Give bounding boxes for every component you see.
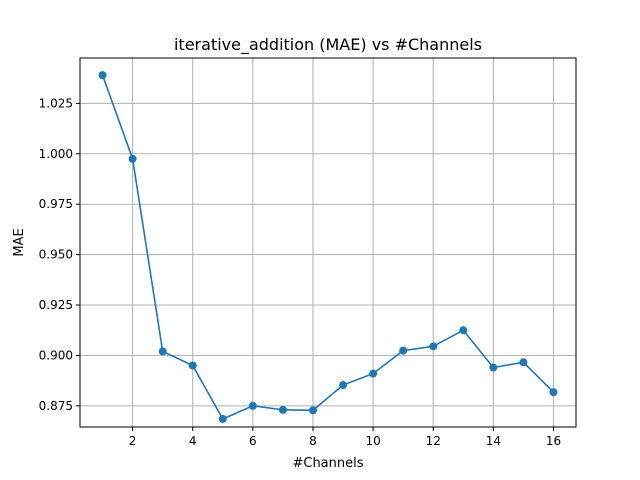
- y-tick-label: 0.950: [39, 248, 73, 262]
- x-tick-label: 16: [546, 434, 561, 448]
- x-tick-label: 4: [189, 434, 197, 448]
- data-point: [549, 388, 558, 397]
- x-tick-label: 6: [249, 434, 257, 448]
- x-tick-label: 12: [426, 434, 441, 448]
- data-point: [188, 361, 197, 370]
- y-tick-label: 1.000: [39, 147, 73, 161]
- y-tick-label: 1.025: [39, 96, 73, 110]
- data-point: [399, 346, 408, 355]
- series-line: [101, 74, 555, 420]
- data-point: [429, 342, 438, 351]
- plot-frame: [79, 57, 577, 428]
- data-point: [278, 405, 287, 414]
- y-axis-label: MAE: [12, 228, 27, 256]
- data-point: [158, 347, 167, 356]
- tick-layer: 2 4 6 8 10 12 14 16 0.875 0.900 0.925 0.950 0.975 1.0…: [39, 96, 561, 448]
- y-tick-label: 0.875: [39, 399, 73, 413]
- x-tick-label: 14: [486, 434, 501, 448]
- x-tick-label: 2: [129, 434, 137, 448]
- data-point: [489, 363, 498, 372]
- x-tick-label: 10: [365, 434, 380, 448]
- grid-layer: [80, 58, 576, 427]
- data-point: [248, 401, 257, 410]
- chart-title: iterative_addition (MAE) vs #Channels: [174, 35, 482, 55]
- x-axis-label: #Channels: [292, 456, 363, 471]
- data-point: [339, 381, 348, 390]
- data-point: [308, 406, 317, 415]
- data-point: [218, 414, 227, 423]
- data-point: [519, 358, 528, 367]
- y-tick-label: 0.975: [39, 197, 73, 211]
- series-layer: [98, 71, 558, 423]
- x-tick-label: 8: [309, 434, 317, 448]
- data-point: [459, 326, 468, 335]
- data-point: [369, 369, 378, 378]
- y-tick-label: 0.900: [39, 348, 73, 362]
- data-point: [98, 71, 107, 80]
- y-tick-label: 0.925: [39, 298, 73, 312]
- data-point: [128, 154, 137, 163]
